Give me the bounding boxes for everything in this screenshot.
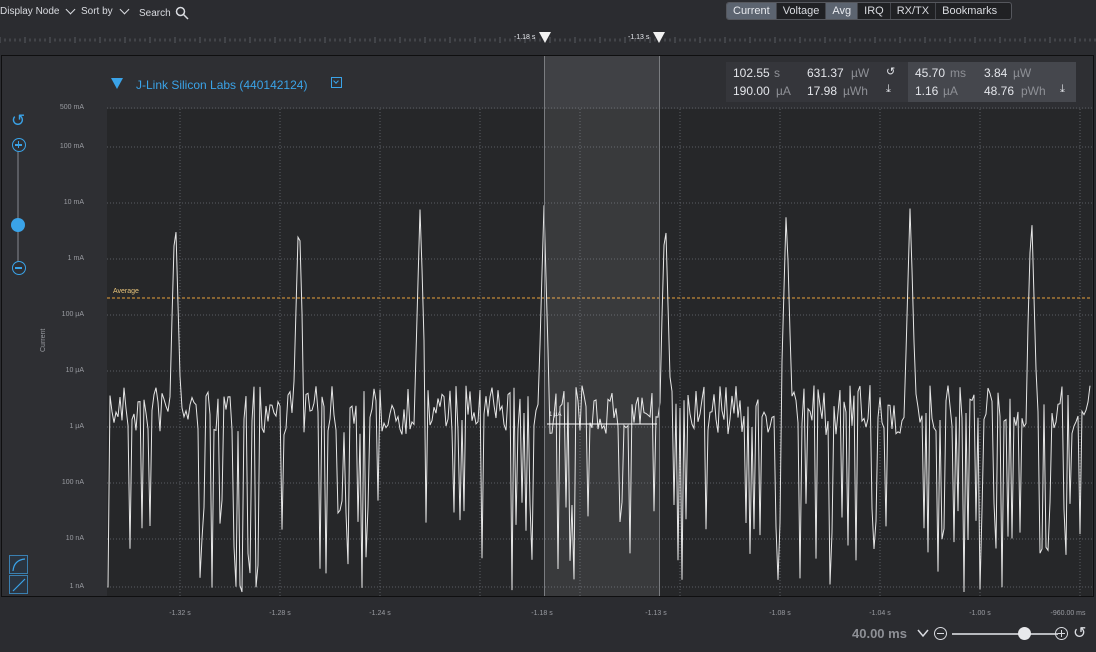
download-icon[interactable]: ⤓	[886, 83, 891, 95]
search-label: Search	[139, 7, 171, 19]
selection-stats: 45.70 ms 1.16 µA 3.84 µW 48.76 pWh ⤓	[908, 62, 1076, 102]
search-icon	[175, 6, 189, 20]
total-time-unit: s	[774, 66, 780, 80]
sel-time-unit: ms	[950, 66, 966, 80]
sel-energy-unit: pWh	[1021, 84, 1046, 98]
device-title: J-Link Silicon Labs (440142124)	[136, 78, 308, 92]
total-energy-value: 17.98	[807, 84, 838, 98]
y-tick-label: 1 nA	[69, 583, 84, 590]
display-node-dropdown[interactable]: Display Node	[0, 4, 76, 17]
tab-bookmarks[interactable]: Bookmarks	[942, 5, 998, 17]
tab-current[interactable]: Current	[727, 3, 777, 19]
y-tick-label: 1 mA	[67, 255, 84, 262]
time-zoom-slider[interactable]	[952, 633, 1058, 635]
device-dropdown-icon[interactable]	[331, 77, 342, 88]
sel-current-value: 1.16	[915, 84, 939, 98]
vertical-zoom-track[interactable]	[17, 152, 19, 262]
x-tick-label: -1.28 s	[269, 610, 291, 617]
x-tick-label: -1.18 s	[531, 610, 553, 617]
chevron-down-icon	[66, 4, 76, 15]
top-toolbar: Display Node Sort by Search Current Volt…	[0, 0, 1096, 26]
sel-time-value: 45.70	[915, 66, 946, 80]
search-button[interactable]: Search	[139, 6, 189, 20]
y-axis-label: Current	[40, 328, 47, 352]
time-zoom-reset-icon[interactable]: ↺	[1073, 625, 1087, 642]
x-tick-label: -1.32 s	[169, 610, 191, 617]
reset-icon[interactable]: ↺	[886, 66, 896, 78]
diagonal-line-icon	[12, 578, 26, 592]
download-icon[interactable]: ⤓	[1060, 83, 1065, 95]
sel-current-unit: µA	[943, 84, 958, 98]
x-tick-label: -1.13 s	[645, 610, 667, 617]
curve-mode-button[interactable]	[9, 555, 28, 574]
x-tick-label: -960.00 ms	[1050, 610, 1086, 617]
total-time-value: 102.55	[733, 66, 770, 80]
total-current-value: 190.00	[733, 84, 770, 98]
linear-mode-button[interactable]	[9, 575, 28, 594]
tab-avg[interactable]: Avg	[826, 3, 859, 19]
y-tick-label: 100 nA	[61, 479, 84, 486]
sel-power-unit: µW	[1013, 66, 1032, 80]
zoom-dropdown-chevron-icon[interactable]	[917, 628, 929, 638]
sel-power-value: 3.84	[984, 66, 1008, 80]
y-tick-label: 100 mA	[59, 143, 84, 150]
x-tick-label: -1.00 s	[969, 610, 991, 617]
time-zoom-in-icon[interactable]	[1055, 627, 1068, 640]
selection-value-label: 1 µA	[549, 412, 562, 418]
tab-voltage[interactable]: Voltage	[777, 3, 827, 19]
zoom-out-icon[interactable]	[12, 261, 26, 275]
y-tick-label: 10 mA	[63, 199, 84, 206]
sort-by-label: Sort by	[81, 6, 113, 17]
marker-right-handle[interactable]	[653, 32, 665, 43]
stats-panel: 102.55 s 190.00 µA 631.37 µW 17.98 µWh ↺…	[726, 62, 1076, 102]
zoom-in-icon[interactable]	[12, 138, 26, 152]
total-power-value: 631.37	[807, 66, 844, 80]
total-power-unit: µW	[851, 66, 870, 80]
marker-left-label: -1.18 s	[514, 34, 536, 41]
selection-region[interactable]	[544, 56, 660, 596]
view-tabs: Current Voltage Avg IRQ RX/TX Bookmarks	[726, 2, 1013, 20]
y-tick-label: 500 mA	[59, 104, 84, 111]
curve-icon	[12, 558, 26, 572]
average-label: Average	[113, 288, 139, 295]
time-zoom-value: 40.00 ms	[852, 626, 907, 641]
tab-irq[interactable]: IRQ	[858, 3, 891, 19]
time-zoom-out-icon[interactable]	[934, 627, 947, 640]
sel-energy-value: 48.76	[984, 84, 1015, 98]
y-tick-label: 10 µA	[65, 367, 84, 374]
x-tick-label: -1.08 s	[769, 610, 791, 617]
reset-zoom-icon[interactable]: ↺	[11, 111, 26, 130]
sort-by-dropdown[interactable]: Sort by	[81, 4, 130, 17]
y-tick-label: 100 µA	[61, 311, 84, 318]
y-tick-label: 1 µA	[69, 423, 84, 430]
y-tick-label: 10 nA	[65, 535, 84, 542]
marker-right-label: -1.13 s	[628, 34, 650, 41]
x-tick-label: -1.24 s	[369, 610, 391, 617]
time-ruler[interactable]	[0, 28, 1096, 52]
vertical-zoom-handle[interactable]	[11, 218, 25, 232]
time-zoom-handle[interactable]	[1018, 627, 1031, 640]
total-current-unit: µA	[776, 84, 791, 98]
total-stats: 102.55 s 190.00 µA 631.37 µW 17.98 µWh ↺…	[726, 62, 908, 102]
x-tick-label: -1.04 s	[869, 610, 891, 617]
marker-left-handle[interactable]	[539, 32, 551, 43]
display-node-label: Display Node	[0, 6, 60, 17]
collapse-triangle-icon[interactable]	[111, 78, 123, 89]
total-energy-unit: µWh	[843, 84, 868, 98]
chevron-down-icon	[119, 4, 130, 15]
tab-rxtx[interactable]: RX/TX	[891, 3, 937, 19]
